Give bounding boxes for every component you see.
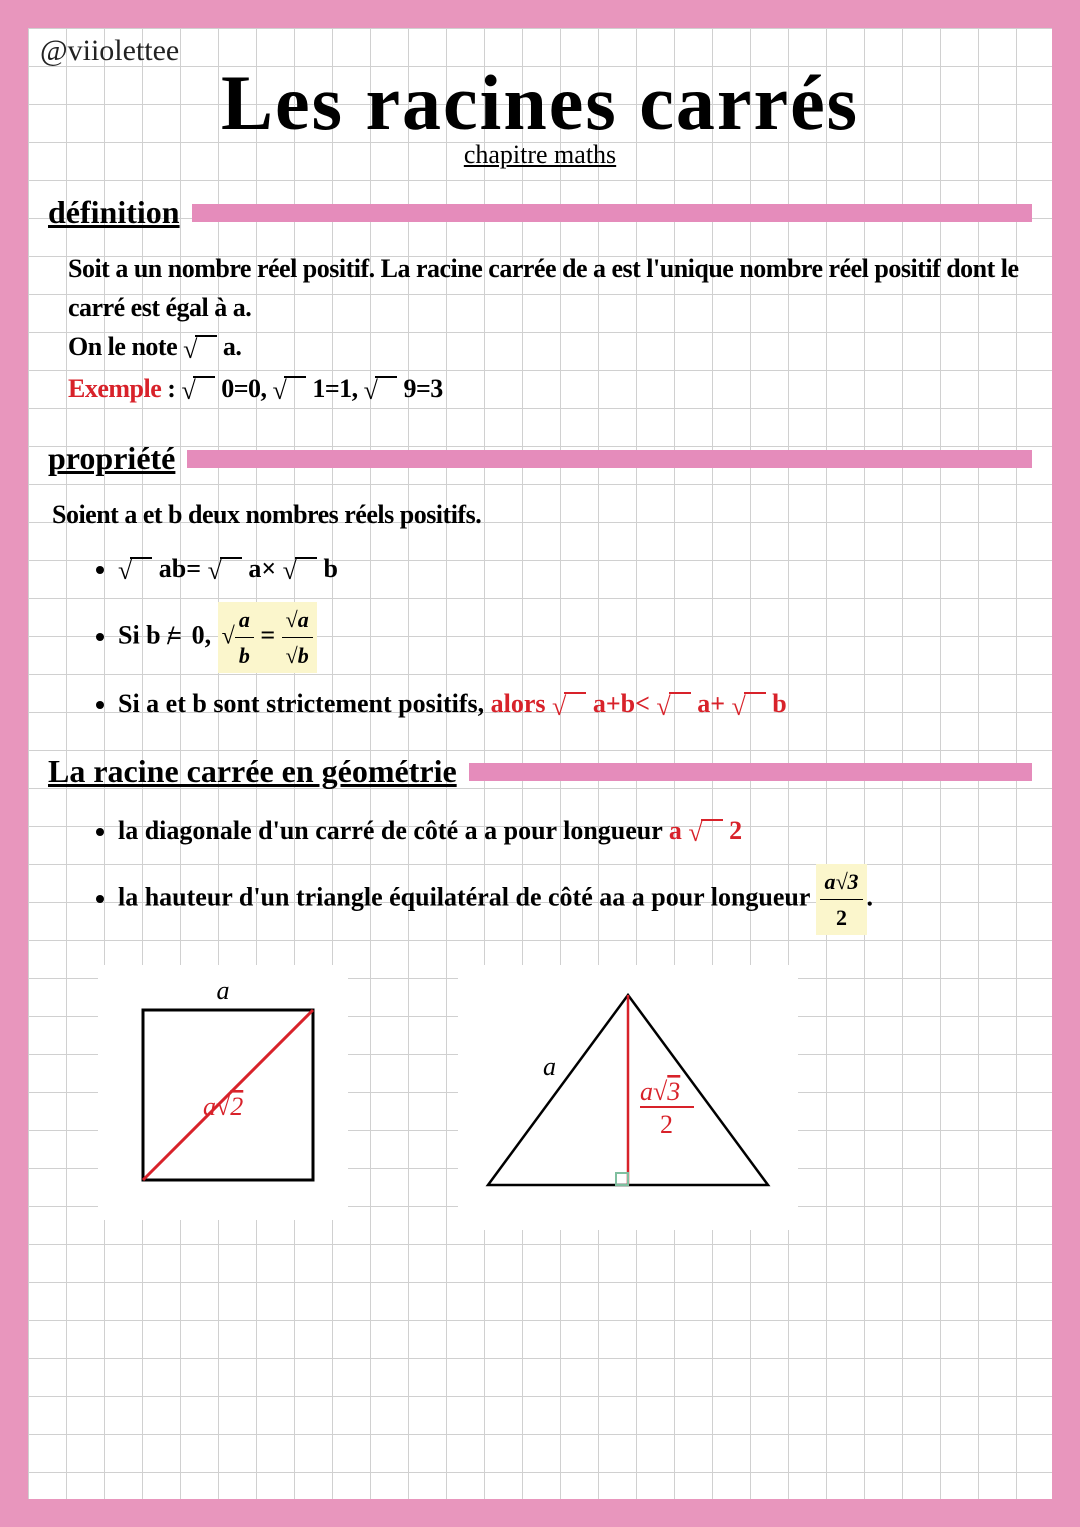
svg-text:2: 2 [660, 1110, 673, 1139]
geo2-prefix: la hauteur d'un triangle équilatéral de … [118, 883, 816, 912]
sqrt-icon: √ [552, 686, 586, 728]
sqrt-icon: √ [181, 371, 215, 410]
sqrt-icon: √ [118, 550, 152, 592]
example-item-0: 0=0, [221, 374, 266, 403]
prop3-prefix: Si a et b sont strictement positifs, [118, 689, 491, 718]
square-diag-label: a√2 [203, 1092, 243, 1121]
square-side-label: a [217, 976, 230, 1005]
propriete-item-1: √ ab= √ a× √ b [118, 548, 1032, 592]
pink-divider [192, 204, 1032, 222]
formula-highlight: √ab = √a√b [218, 602, 317, 673]
sqrt-icon: √ [364, 371, 398, 410]
formula-highlight: a√3 2 [816, 864, 866, 935]
sqrt-icon: √ [183, 330, 217, 369]
section-propriete-header: propriété [48, 440, 1032, 477]
pink-divider [187, 450, 1032, 468]
propriete-heading: propriété [48, 440, 175, 477]
square-diagram: a a√2 [98, 965, 348, 1220]
author-handle: @viiolettee [40, 34, 179, 68]
definition-text: Soit a un nombre réel positif. La racine… [68, 249, 1032, 410]
propriete-list: √ ab= √ a× √ b Si b =/ 0, √ab = √a√b Si … [118, 548, 1032, 727]
geometrie-item-1: la diagonale d'un carré de côté a a pour… [118, 810, 1032, 854]
page-title: Les racines carrés [48, 58, 1032, 148]
triangle-side-label: a [543, 1052, 556, 1081]
diagrams-row: a a√2 a a√3 2 [98, 965, 1032, 1230]
section-geometrie-header: La racine carrée en géométrie [48, 753, 1032, 790]
prop1-part1: a× [248, 554, 276, 583]
prop3-part1: a+ [697, 689, 725, 718]
sqrt-icon: √ [688, 812, 722, 854]
geo1-val: 2 [729, 816, 742, 845]
triangle-height-label: a√3 2 [640, 1077, 694, 1139]
example-item-2: 9=3 [403, 374, 442, 403]
propriete-item-2: Si b =/ 0, √ab = √a√b [118, 602, 1032, 673]
prop3-red: alors √ a+b< √ a+ √ b [491, 689, 787, 718]
prop1-part2: b [323, 554, 337, 583]
propriete-item-3: Si a et b sont strictement positifs, alo… [118, 683, 1032, 727]
sqrt-icon: √ [208, 550, 242, 592]
svg-text:a√3: a√3 [640, 1077, 680, 1106]
propriete-intro: Soient a et b deux nombres réels positif… [52, 495, 1032, 534]
geo2-num: a√3 [820, 864, 862, 900]
example-item-1: 1=1, [312, 374, 357, 403]
definition-heading: définition [48, 194, 180, 231]
example-sep: : [161, 374, 181, 403]
geo1-a: a [669, 816, 682, 845]
geo1-prefix: la diagonale d'un carré de côté a a pour… [118, 816, 669, 845]
definition-line1: Soit a un nombre réel positif. La racine… [68, 254, 1019, 322]
sqrt-icon: √ [273, 371, 307, 410]
definition-line2-prefix: On le note [68, 332, 183, 361]
geometrie-heading: La racine carrée en géométrie [48, 753, 457, 790]
section-definition-header: définition [48, 194, 1032, 231]
sqrt-icon: √ [656, 686, 690, 728]
geo1-red: a √ 2 [669, 816, 742, 845]
geometrie-item-2: la hauteur d'un triangle équilatéral de … [118, 864, 1032, 935]
definition-line2-suffix: a. [223, 332, 242, 361]
geometrie-list: la diagonale d'un carré de côté a a pour… [118, 810, 1032, 935]
sqrt-icon: √ [283, 550, 317, 592]
page-subtitle: chapitre maths [48, 140, 1032, 170]
triangle-diagram: a a√3 2 [458, 965, 798, 1230]
prop3-part0: a+b< [593, 689, 650, 718]
prop3-part2: b [772, 689, 786, 718]
right-angle-mark [616, 1173, 628, 1185]
geo2-den: 2 [820, 900, 862, 935]
sqrt-icon: √ [732, 686, 766, 728]
page: @viiolettee Les racines carrés chapitre … [28, 28, 1052, 1499]
prop1-part0: ab= [159, 554, 201, 583]
geo2-suffix: . [867, 883, 874, 912]
pink-divider [469, 763, 1032, 781]
example-label: Exemple [68, 374, 161, 403]
prop3-alors: alors [491, 689, 552, 718]
